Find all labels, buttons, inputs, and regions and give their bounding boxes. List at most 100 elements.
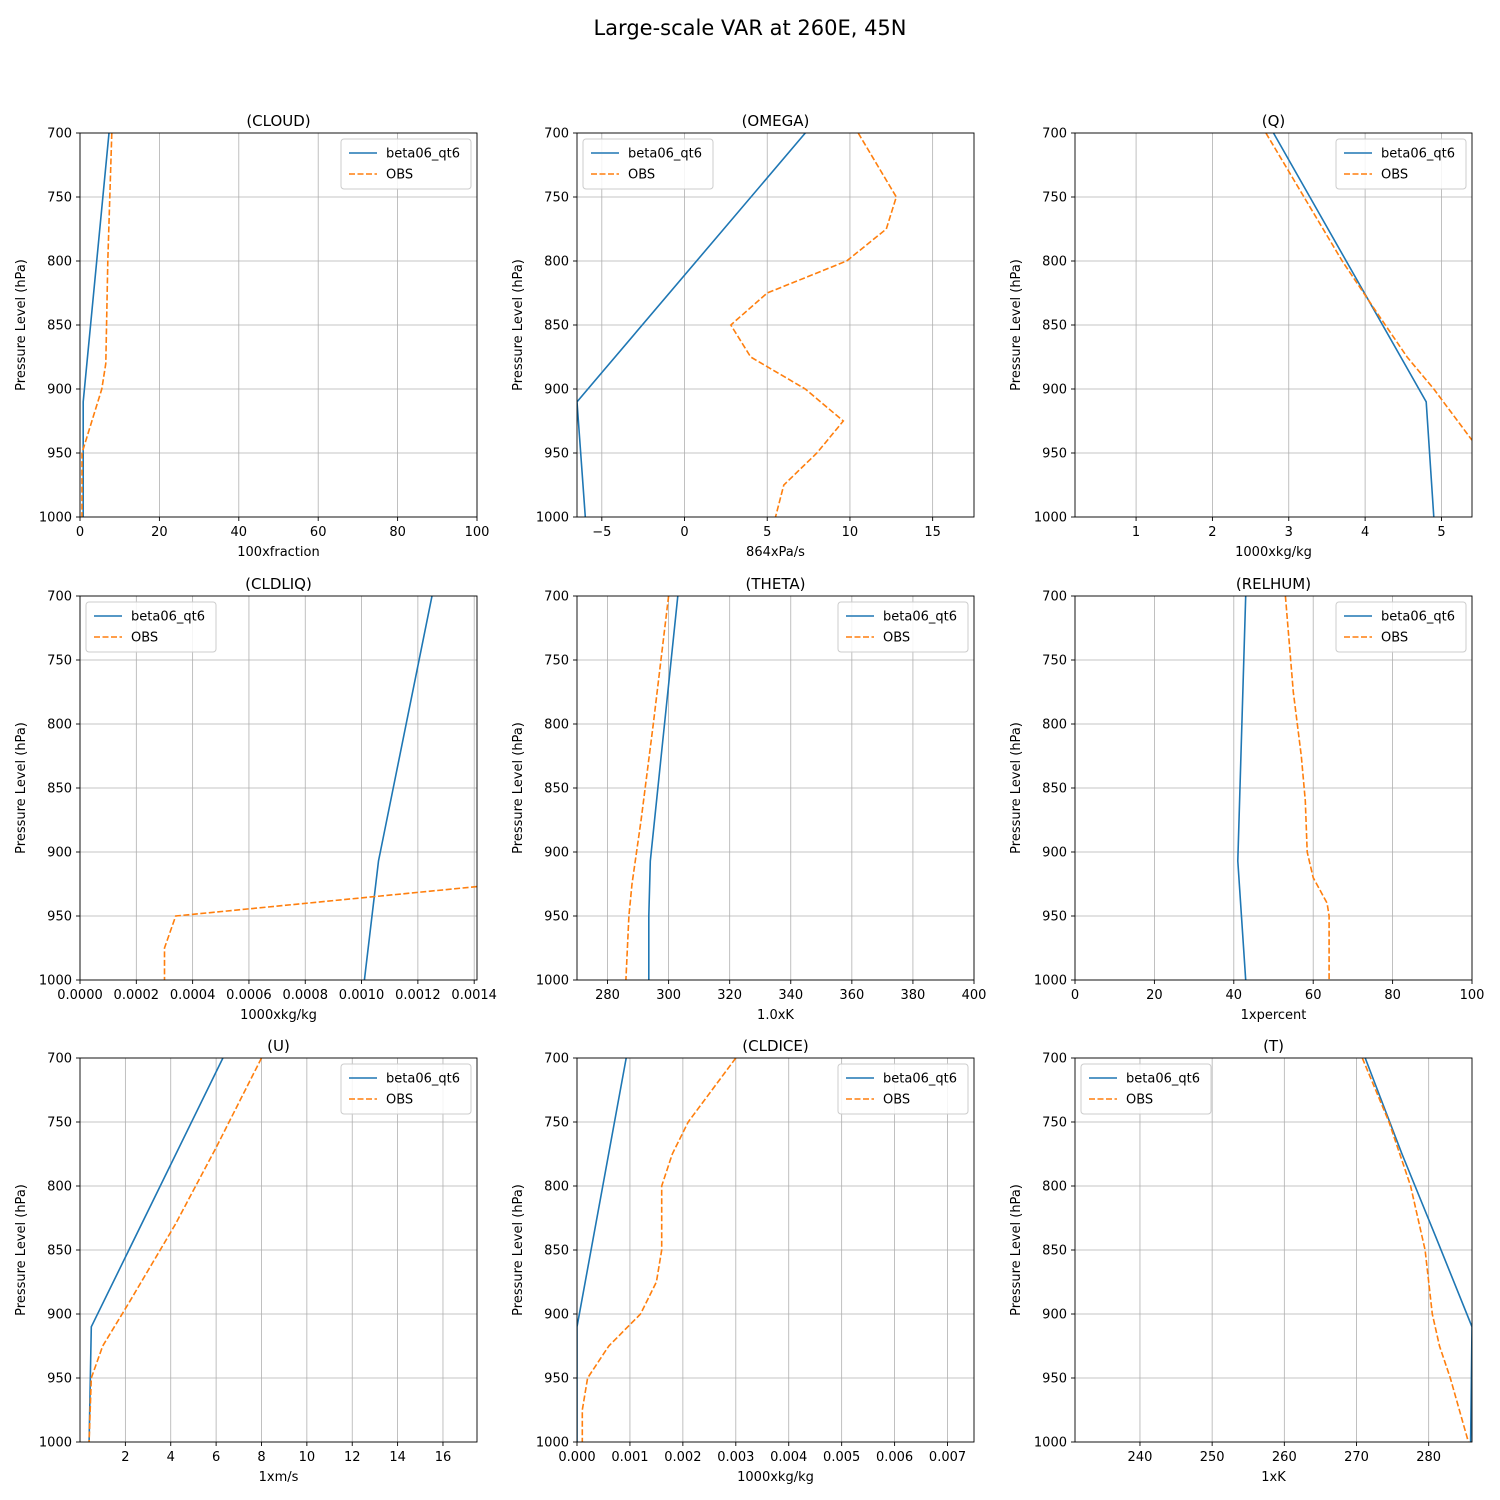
y-tick-label: 800 xyxy=(47,718,72,733)
legend-label: beta06_qt6 xyxy=(628,147,702,162)
y-tick-label: 900 xyxy=(1042,383,1067,398)
y-tick-label: 950 xyxy=(544,1372,569,1387)
y-tick-label: 800 xyxy=(1042,1180,1067,1195)
x-tick-label: 0.0010 xyxy=(339,988,385,1003)
y-tick-label: 700 xyxy=(47,1052,72,1067)
y-tick-label: 900 xyxy=(544,1308,569,1323)
x-tick-label: 0.002 xyxy=(664,1450,701,1465)
y-tick-label: 950 xyxy=(1042,447,1067,462)
legend-label: OBS xyxy=(1126,1093,1153,1108)
y-tick-label: 1000 xyxy=(536,1436,569,1451)
x-tick-label: 0 xyxy=(680,525,688,540)
y-tick-label: 700 xyxy=(544,590,569,605)
x-tick-label: 3 xyxy=(1285,525,1293,540)
y-tick-label: 700 xyxy=(544,1052,569,1067)
x-tick-label: 0.007 xyxy=(929,1450,966,1465)
y-axis-label: Pressure Level (hPa) xyxy=(14,1184,29,1316)
y-tick-label: 800 xyxy=(1042,718,1067,733)
y-tick-label: 750 xyxy=(1042,654,1067,669)
x-tick-label: 5 xyxy=(763,525,771,540)
x-tick-label: 20 xyxy=(151,525,168,540)
legend-label: beta06_qt6 xyxy=(386,147,460,162)
y-axis-label: Pressure Level (hPa) xyxy=(14,722,29,854)
subplot-relhum: 0 20 40 60 80 1007007508008509009501000(RELHU… xyxy=(1009,575,1484,1023)
legend-label: beta06_qt6 xyxy=(883,1072,957,1087)
subplot-title: (U) xyxy=(267,1037,290,1055)
x-tick-label: 320 xyxy=(717,988,742,1003)
subplot-title: (Q) xyxy=(1262,112,1286,130)
y-tick-label: 900 xyxy=(47,383,72,398)
legend-label: OBS xyxy=(1381,168,1408,183)
y-tick-label: 950 xyxy=(47,447,72,462)
legend: beta06_qt6 OBS xyxy=(583,139,713,189)
x-tick-label: 0.0008 xyxy=(282,988,328,1003)
x-tick-label: 8 xyxy=(257,1450,265,1465)
x-axis-label: 1000xkg/kg xyxy=(240,1008,317,1023)
y-tick-label: 1000 xyxy=(39,1436,72,1451)
x-tick-label: 10 xyxy=(842,525,859,540)
x-tick-label: 380 xyxy=(901,988,926,1003)
y-tick-label: 1000 xyxy=(1034,974,1067,989)
y-tick-label: 750 xyxy=(47,1116,72,1131)
y-tick-label: 750 xyxy=(544,1116,569,1131)
x-tick-label: 6 xyxy=(212,1450,220,1465)
y-axis-label: Pressure Level (hPa) xyxy=(511,259,526,391)
x-tick-label: 16 xyxy=(435,1450,452,1465)
y-tick-label: 950 xyxy=(544,447,569,462)
legend-label: OBS xyxy=(883,1093,910,1108)
legend: beta06_qt6 OBS xyxy=(1081,1064,1211,1114)
legend-label: beta06_qt6 xyxy=(1126,1072,1200,1087)
obs-line xyxy=(165,887,478,980)
y-tick-label: 800 xyxy=(544,255,569,270)
legend: beta06_qt6 OBS xyxy=(838,1064,968,1114)
x-tick-label: 0.0014 xyxy=(451,988,497,1003)
x-tick-label: 0 xyxy=(76,525,84,540)
y-tick-label: 950 xyxy=(1042,910,1067,925)
y-tick-label: 950 xyxy=(47,910,72,925)
x-tick-label: 60 xyxy=(1305,988,1322,1003)
y-tick-label: 800 xyxy=(544,718,569,733)
subplot-q: 1 2 3 4 57007508008509009501000(Q)1000xkg/kg… xyxy=(1009,112,1472,560)
y-tick-label: 850 xyxy=(544,782,569,797)
y-tick-label: 950 xyxy=(47,1372,72,1387)
y-tick-label: 900 xyxy=(1042,846,1067,861)
legend-label: OBS xyxy=(883,631,910,646)
x-tick-label: 0.006 xyxy=(876,1450,913,1465)
x-tick-label: 100 xyxy=(1460,988,1485,1003)
x-tick-label: 2 xyxy=(121,1450,129,1465)
y-tick-label: 1000 xyxy=(39,511,72,526)
legend-label: OBS xyxy=(386,168,413,183)
legend-label: beta06_qt6 xyxy=(131,610,205,625)
legend-label: beta06_qt6 xyxy=(883,610,957,625)
x-tick-label: 12 xyxy=(344,1450,361,1465)
y-tick-label: 800 xyxy=(47,1180,72,1195)
x-tick-label: 400 xyxy=(962,988,987,1003)
x-tick-label: 280 xyxy=(1416,1450,1441,1465)
x-tick-label: −5 xyxy=(592,525,611,540)
x-axis-label: 1xK xyxy=(1261,1470,1286,1485)
x-tick-label: 0 xyxy=(1071,988,1079,1003)
x-tick-label: 300 xyxy=(656,988,681,1003)
y-tick-label: 850 xyxy=(544,1244,569,1259)
y-tick-label: 950 xyxy=(544,910,569,925)
y-axis-label: Pressure Level (hPa) xyxy=(1009,1184,1024,1316)
y-tick-label: 850 xyxy=(1042,1244,1067,1259)
x-tick-label: 10 xyxy=(299,1450,316,1465)
subplot-cloud: 0 20 40 60 80 100 700 750 800 850 900 950 1000 (CLOUD… xyxy=(14,112,489,560)
y-tick-label: 850 xyxy=(47,319,72,334)
legend: beta06_qt6 OBS xyxy=(341,1064,471,1114)
x-tick-label: 260 xyxy=(1272,1450,1297,1465)
legend-label: beta06_qt6 xyxy=(1381,147,1455,162)
legend-label: OBS xyxy=(386,1093,413,1108)
x-tick-label: 0.0004 xyxy=(170,988,216,1003)
x-tick-label: 0.0012 xyxy=(395,988,441,1003)
subplot-u: 2 4 6 8 10 12 14 167007508008509009501000(U)1xm… xyxy=(14,1037,477,1485)
x-tick-label: 5 xyxy=(1437,525,1445,540)
x-tick-label: 40 xyxy=(1226,988,1243,1003)
x-tick-label: 0.0006 xyxy=(226,988,272,1003)
legend: beta06_qt6 OBS xyxy=(341,139,471,189)
x-tick-label: 4 xyxy=(167,1450,175,1465)
x-tick-label: 14 xyxy=(389,1450,406,1465)
x-tick-label: 80 xyxy=(1384,988,1401,1003)
